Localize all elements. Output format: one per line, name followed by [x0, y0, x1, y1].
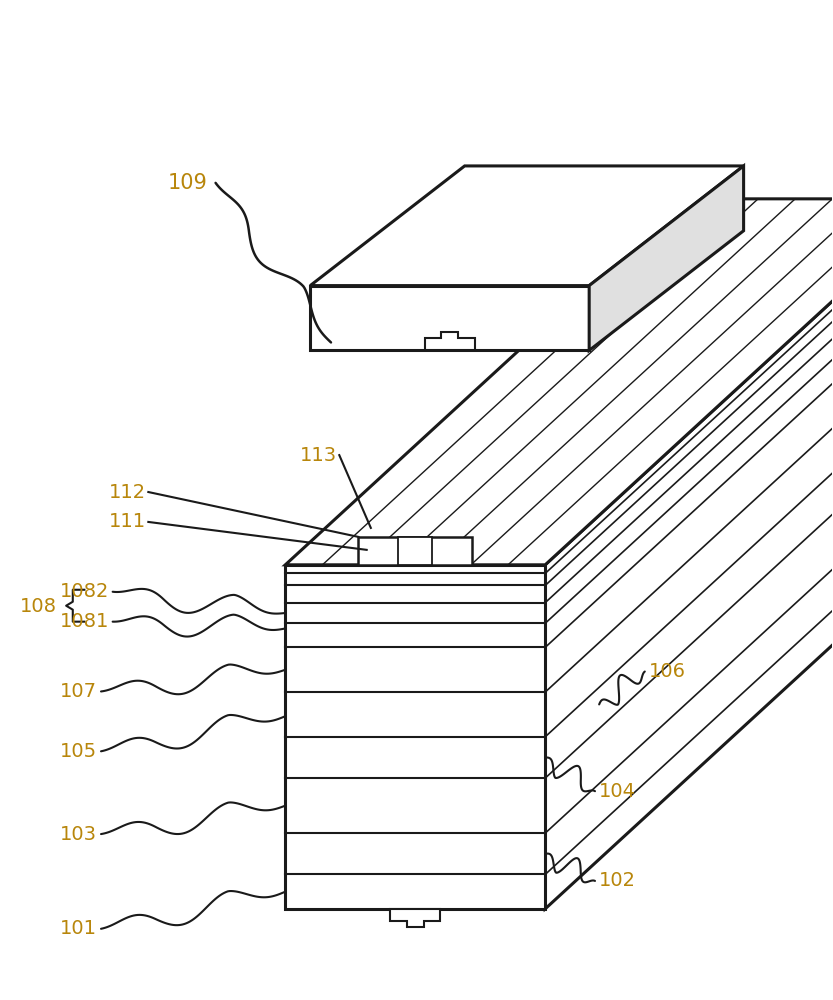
Text: 107: 107 — [59, 682, 97, 701]
Text: 106: 106 — [649, 662, 686, 681]
Polygon shape — [545, 199, 833, 909]
Polygon shape — [589, 166, 744, 350]
Polygon shape — [286, 565, 545, 909]
Polygon shape — [391, 909, 440, 927]
Text: 104: 104 — [599, 782, 636, 801]
Text: 102: 102 — [599, 871, 636, 890]
Text: 1082: 1082 — [59, 582, 109, 601]
Text: 105: 105 — [59, 742, 97, 761]
Polygon shape — [310, 286, 589, 350]
Text: 113: 113 — [300, 446, 337, 465]
Text: 112: 112 — [109, 483, 147, 502]
Polygon shape — [286, 199, 833, 565]
Text: 108: 108 — [20, 597, 57, 616]
Text: 103: 103 — [59, 825, 97, 844]
Polygon shape — [398, 537, 432, 565]
Polygon shape — [358, 537, 472, 565]
Text: 109: 109 — [167, 173, 207, 193]
Text: 1081: 1081 — [59, 612, 109, 631]
Text: 101: 101 — [59, 919, 97, 938]
Text: 111: 111 — [109, 512, 147, 531]
Polygon shape — [425, 332, 475, 350]
Polygon shape — [310, 166, 744, 286]
